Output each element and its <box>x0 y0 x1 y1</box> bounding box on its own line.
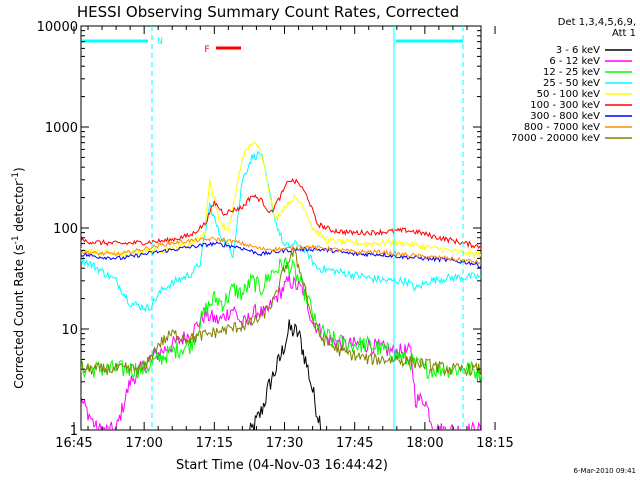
axes-layer: 16:45 17:00 17:15 17:30 17:45 18:00 18:15 1 10 10… <box>37 20 514 451</box>
legend-label: 7000 - 20000 keV <box>511 133 600 144</box>
legend-label: 50 - 100 keV <box>537 89 601 100</box>
legend-label: 800 - 7000 keV <box>524 122 600 133</box>
legend-label: 300 - 800 keV <box>530 111 600 122</box>
overlay-layer: NF <box>82 26 464 430</box>
flare-label: F <box>204 45 209 55</box>
legend-label: 6 - 12 keV <box>549 56 600 67</box>
series-line-1 <box>249 319 323 430</box>
y-tick-label: 10000 <box>37 20 78 35</box>
series-line-6 <box>81 177 481 250</box>
legend-header: Att 1 <box>612 28 636 39</box>
series-line-5 <box>81 141 481 259</box>
x-tick-label: 18:15 <box>476 436 513 451</box>
x-tick-label: 16:45 <box>55 436 92 451</box>
x-axis-label: Start Time (04-Nov-03 16:44:42) <box>176 458 388 473</box>
x-tick-label: 18:00 <box>406 436 443 451</box>
x-tick-label: 17:45 <box>336 436 373 451</box>
legend-label: 3 - 6 keV <box>556 45 600 56</box>
series-line-9 <box>81 248 481 377</box>
legend-label: 12 - 25 keV <box>543 67 600 78</box>
night-label: N <box>157 37 162 47</box>
timestamp-label: 6-Mar-2010 09:41 <box>574 467 636 475</box>
series-line-4 <box>81 150 481 312</box>
y-tick-label: 10 <box>61 323 78 338</box>
y-axis-label: Corrected Count Rate (s-1 detector-1) <box>11 167 26 388</box>
legend-label: 100 - 300 keV <box>530 100 600 111</box>
legend-header: Det 1,3,4,5,6,9, <box>558 17 636 28</box>
x-tick-label: 17:30 <box>266 436 303 451</box>
x-tick-label: 17:15 <box>196 436 233 451</box>
series-layer <box>81 141 481 430</box>
chart-title: HESSI Observing Summary Count Rates, Cor… <box>77 3 459 21</box>
y-tick-label: 1 <box>70 424 78 439</box>
x-tick-label: 17:00 <box>125 436 162 451</box>
legend-label: 25 - 50 keV <box>543 78 600 89</box>
series-line-8 <box>81 236 481 265</box>
y-tick-label: 100 <box>53 222 78 237</box>
y-tick-label: 1000 <box>45 121 78 136</box>
